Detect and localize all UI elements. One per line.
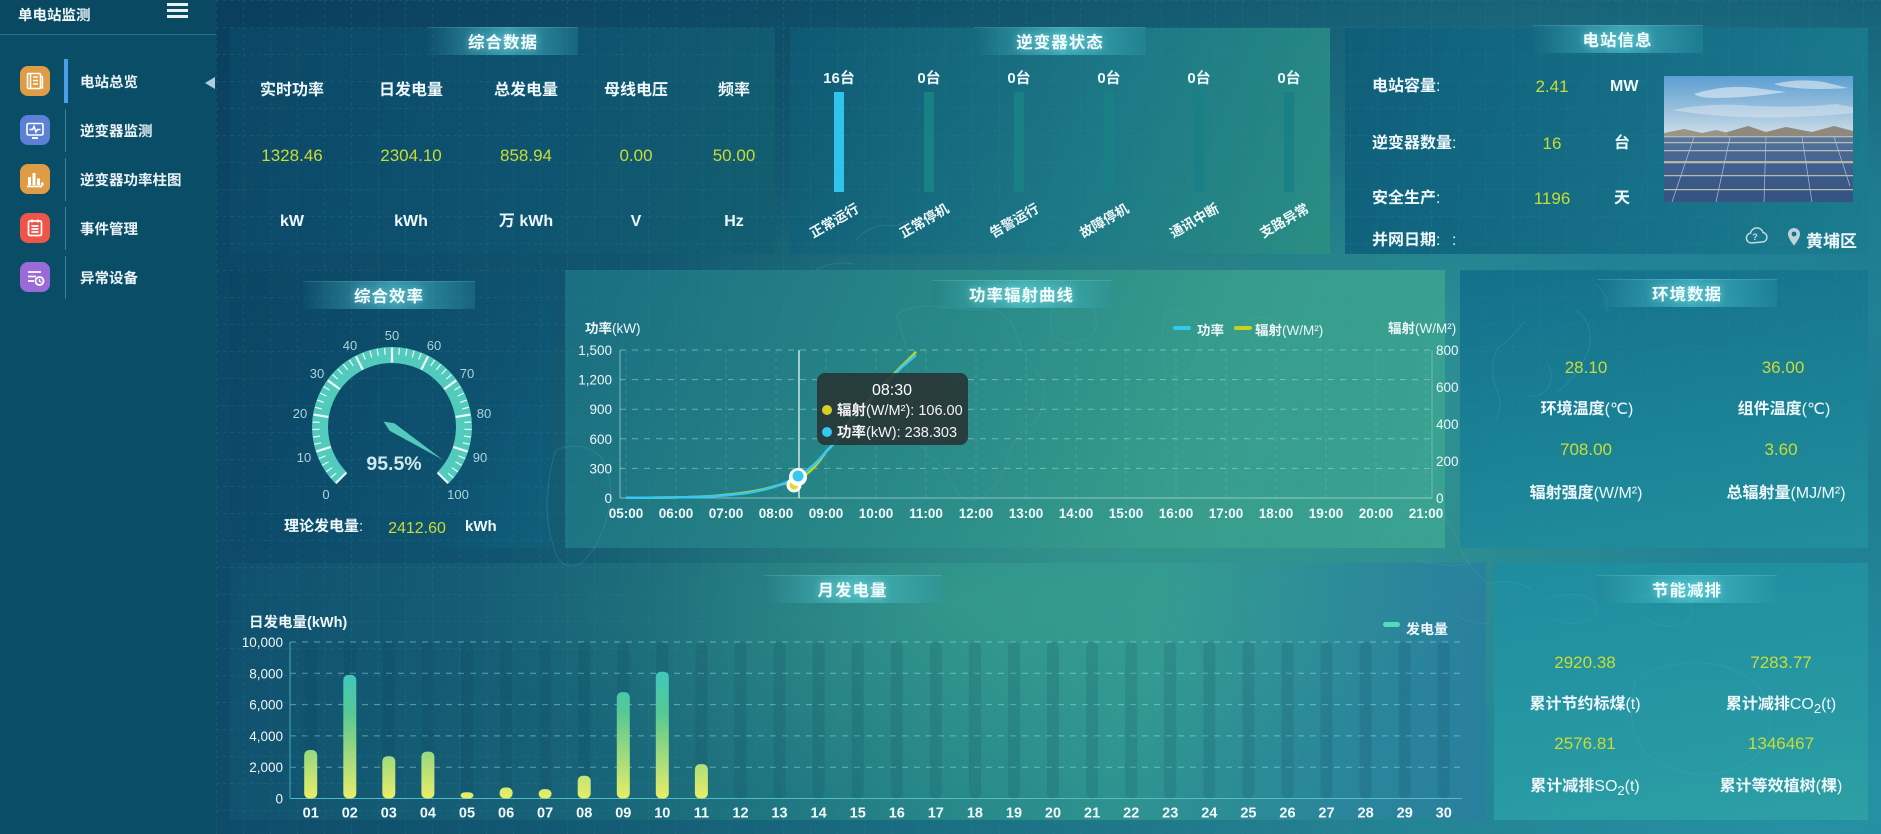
svg-text:13: 13	[771, 802, 787, 823]
svg-text:600: 600	[1436, 376, 1459, 396]
svg-text:80: 80	[477, 403, 491, 422]
svg-text:26: 26	[1279, 802, 1295, 823]
svg-text:11:00: 11:00	[909, 502, 943, 522]
svg-text:18: 18	[967, 802, 983, 823]
svg-text:08:30: 08:30	[872, 376, 912, 400]
svg-text:12:00: 12:00	[959, 502, 994, 522]
svg-text:11: 11	[694, 802, 709, 823]
svg-text:0: 0	[275, 788, 283, 808]
svg-text:07: 07	[537, 802, 553, 823]
svg-text:10: 10	[654, 802, 670, 823]
svg-text:6,000: 6,000	[249, 694, 283, 714]
svg-text:100: 100	[447, 484, 469, 503]
svg-text:14: 14	[811, 802, 827, 823]
svg-text:15: 15	[850, 802, 866, 823]
svg-text:1,500: 1,500	[578, 339, 612, 359]
svg-text:1,200: 1,200	[578, 369, 612, 389]
svg-text:8,000: 8,000	[249, 662, 283, 682]
svg-text:辐射(W/M²): 辐射(W/M²)	[1255, 319, 1323, 339]
svg-text:日发电量(kWh): 日发电量(kWh)	[249, 611, 347, 632]
svg-text:27: 27	[1318, 802, 1334, 823]
svg-text:08:00: 08:00	[759, 502, 794, 522]
svg-text:24: 24	[1201, 802, 1217, 823]
svg-text:03: 03	[381, 802, 397, 823]
svg-text:17: 17	[928, 802, 944, 823]
svg-text:14:00: 14:00	[1059, 502, 1094, 522]
svg-text:2,000: 2,000	[249, 756, 283, 776]
svg-text:90: 90	[473, 447, 487, 466]
svg-text:09:00: 09:00	[809, 502, 844, 522]
svg-text:30: 30	[1436, 802, 1452, 823]
svg-text:300: 300	[589, 457, 612, 477]
svg-text:16: 16	[889, 802, 905, 823]
svg-text:15:00: 15:00	[1109, 502, 1144, 522]
svg-text:25: 25	[1240, 802, 1256, 823]
svg-text:50: 50	[385, 325, 399, 344]
svg-text:10:00: 10:00	[859, 502, 894, 522]
svg-text:08: 08	[576, 802, 592, 823]
svg-text:19: 19	[1006, 802, 1022, 823]
svg-text:30: 30	[310, 363, 324, 382]
svg-text:4,000: 4,000	[249, 725, 283, 745]
svg-text:0: 0	[604, 487, 612, 507]
svg-text:900: 900	[589, 398, 612, 418]
svg-text:01: 01	[303, 802, 319, 823]
svg-text:辐射(W/M²): 106.00: 辐射(W/M²): 106.00	[837, 399, 963, 420]
svg-text:29: 29	[1397, 802, 1413, 823]
svg-text:0: 0	[322, 484, 329, 503]
svg-text:20: 20	[293, 403, 307, 422]
svg-text:70: 70	[460, 363, 474, 382]
svg-text:800: 800	[1436, 339, 1459, 359]
svg-text:04: 04	[420, 802, 436, 823]
svg-text:22: 22	[1123, 802, 1139, 823]
svg-text:16:00: 16:00	[1159, 502, 1194, 522]
svg-text:400: 400	[1436, 413, 1459, 433]
svg-text:18:00: 18:00	[1259, 502, 1294, 522]
svg-text:06: 06	[498, 802, 514, 823]
svg-text:功率(kW): 功率(kW)	[585, 317, 640, 337]
svg-text:600: 600	[589, 428, 612, 448]
svg-text:40: 40	[343, 335, 357, 354]
svg-text:21: 21	[1084, 802, 1100, 823]
svg-text:辐射(W/M²): 辐射(W/M²)	[1388, 317, 1456, 337]
svg-text:20: 20	[1045, 802, 1061, 823]
svg-text:功率: 功率	[1197, 319, 1224, 339]
svg-text:13:00: 13:00	[1009, 502, 1044, 522]
svg-text:02: 02	[342, 802, 358, 823]
svg-text:发电量: 发电量	[1406, 619, 1448, 639]
svg-text:20:00: 20:00	[1359, 502, 1394, 522]
svg-text:07:00: 07:00	[709, 502, 744, 522]
svg-text:10: 10	[297, 447, 311, 466]
svg-text:21:00: 21:00	[1409, 502, 1444, 522]
svg-text:17:00: 17:00	[1209, 502, 1244, 522]
svg-text:200: 200	[1436, 450, 1459, 470]
svg-text:28: 28	[1358, 802, 1374, 823]
svg-text:12: 12	[732, 802, 748, 823]
svg-text:06:00: 06:00	[659, 502, 694, 522]
svg-text:23: 23	[1162, 802, 1178, 823]
svg-text:0: 0	[1436, 487, 1444, 507]
svg-text:?: ?	[1752, 230, 1758, 243]
svg-text:09: 09	[615, 802, 631, 823]
svg-text:10,000: 10,000	[242, 631, 283, 651]
svg-text:19:00: 19:00	[1309, 502, 1344, 522]
svg-text:功率(kW): 238.303: 功率(kW): 238.303	[837, 421, 957, 442]
svg-text:05:00: 05:00	[609, 502, 644, 522]
svg-text:95.5%: 95.5%	[366, 447, 421, 476]
svg-text:60: 60	[427, 335, 441, 354]
svg-text:05: 05	[459, 802, 475, 823]
